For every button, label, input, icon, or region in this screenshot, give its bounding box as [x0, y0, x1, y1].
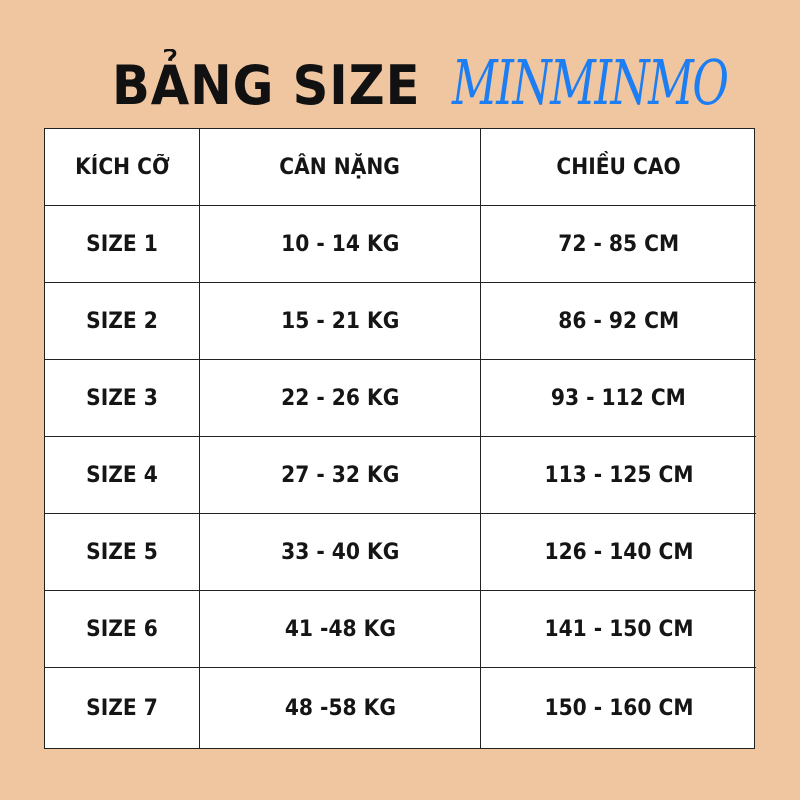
- table-cell-text: 41 -48 KG: [284, 616, 396, 642]
- table-cell-text: 113 - 125 CM: [543, 462, 694, 488]
- table-cell: 48 -58 KG: [200, 668, 481, 748]
- table-cell: 141 - 150 CM: [481, 591, 756, 668]
- table-cell: SIZE 7: [45, 668, 200, 748]
- table-cell-text: 22 - 26 KG: [280, 385, 400, 411]
- table-cell-text: SIZE 5: [86, 539, 158, 565]
- table-cell-text: 15 - 21 KG: [280, 308, 400, 334]
- table-cell-text: 10 - 14 KG: [280, 231, 400, 257]
- table-cell-text: SIZE 1: [86, 231, 158, 257]
- table-cell: SIZE 6: [45, 591, 200, 668]
- table-cell-text: SIZE 2: [86, 308, 158, 334]
- table-cell-text: SIZE 7: [86, 695, 158, 721]
- header-cell: CHIỀU CAO: [481, 129, 756, 206]
- table-cell: 15 - 21 KG: [200, 283, 481, 360]
- table-cell: SIZE 3: [45, 360, 200, 437]
- table-cell-text: 48 -58 KG: [284, 695, 396, 721]
- header-cell-text: CÂN NẶNG: [279, 154, 401, 180]
- table-cell-text: 33 - 40 KG: [280, 539, 400, 565]
- table-cell-text: SIZE 4: [86, 462, 158, 488]
- brand-name: MINMINMO: [452, 46, 729, 119]
- table-cell: 150 - 160 CM: [481, 668, 756, 748]
- header-cell-text: CHIỀU CAO: [556, 154, 681, 180]
- table-cell: 33 - 40 KG: [200, 514, 481, 591]
- table-cell-text: SIZE 6: [86, 616, 158, 642]
- table-cell: SIZE 2: [45, 283, 200, 360]
- table-cell-text: 93 - 112 CM: [551, 385, 686, 411]
- table-cell-text: 27 - 32 KG: [280, 462, 400, 488]
- table-cell-text: 126 - 140 CM: [543, 539, 694, 565]
- table-cell: 22 - 26 KG: [200, 360, 481, 437]
- header-cell: CÂN NẶNG: [200, 129, 481, 206]
- table-cell: 86 - 92 CM: [481, 283, 756, 360]
- table-cell-text: 72 - 85 CM: [558, 231, 679, 257]
- table-cell: 10 - 14 KG: [200, 206, 481, 283]
- table-cell: 126 - 140 CM: [481, 514, 756, 591]
- table-cell: SIZE 4: [45, 437, 200, 514]
- table-cell: 72 - 85 CM: [481, 206, 756, 283]
- table-cell: 41 -48 KG: [200, 591, 481, 668]
- table-cell-text: 150 - 160 CM: [543, 695, 694, 721]
- header-cell-text: KÍCH CỠ: [74, 154, 170, 180]
- table-cell-text: 86 - 92 CM: [558, 308, 679, 334]
- size-table: KÍCH CỠ CÂN NẶNG CHIỀU CAO SIZE 1 10 - 14 KG…: [44, 128, 756, 749]
- table-cell-text: 141 - 150 CM: [543, 616, 694, 642]
- page-title: BẢNG SIZE MINMINMO: [112, 46, 800, 119]
- header-cell: KÍCH CỠ: [45, 129, 200, 206]
- table-cell: 27 - 32 KG: [200, 437, 481, 514]
- table-cell: SIZE 5: [45, 514, 200, 591]
- table-cell: 93 - 112 CM: [481, 360, 756, 437]
- table-cell-text: SIZE 3: [86, 385, 158, 411]
- table-cell: SIZE 1: [45, 206, 200, 283]
- table-cell: 113 - 125 CM: [481, 437, 756, 514]
- title-main: BẢNG SIZE: [112, 54, 421, 117]
